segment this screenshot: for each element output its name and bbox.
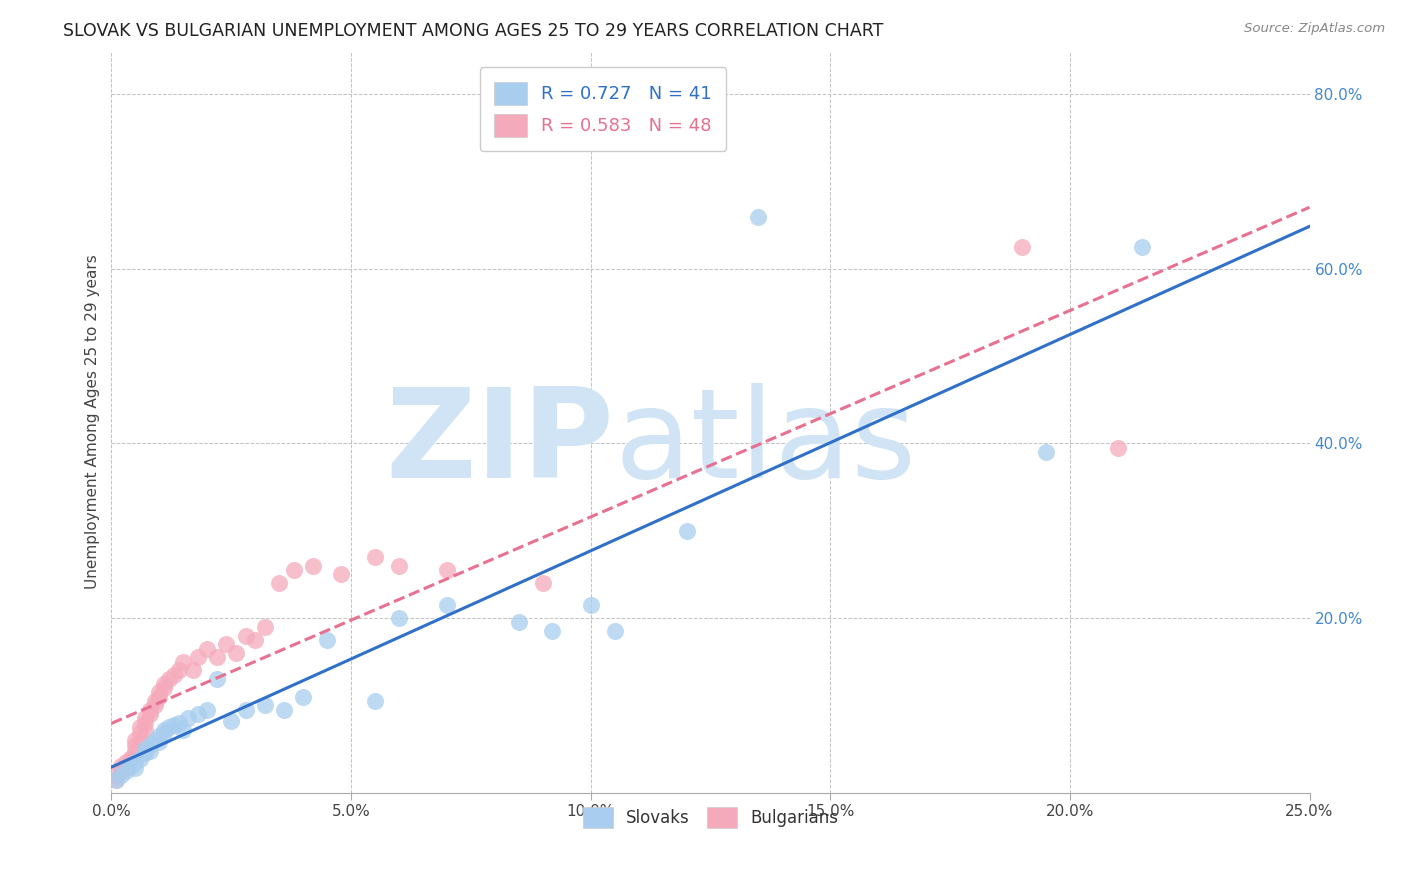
Point: [148, 685, 170, 699]
Point: [114, 761, 136, 775]
Point: [273, 703, 295, 717]
Point: [129, 735, 152, 749]
Point: [114, 755, 136, 769]
Point: [114, 764, 136, 778]
Point: [163, 668, 186, 682]
Point: [157, 720, 180, 734]
Point: [292, 690, 315, 704]
Point: [1130, 240, 1153, 254]
Point: [153, 726, 176, 740]
Point: [167, 664, 190, 678]
Text: ZIP: ZIP: [385, 384, 614, 505]
Point: [110, 768, 132, 782]
Legend: Slovaks, Bulgarians: Slovaks, Bulgarians: [575, 798, 846, 837]
Point: [124, 761, 146, 775]
Point: [120, 759, 142, 773]
Point: [124, 744, 146, 758]
Point: [139, 707, 162, 722]
Point: [436, 563, 458, 577]
Point: [269, 576, 291, 591]
Point: [105, 772, 128, 787]
Point: [134, 742, 156, 756]
Point: [364, 694, 387, 708]
Point: [139, 738, 162, 752]
Point: [120, 752, 142, 766]
Point: [124, 733, 146, 747]
Point: [283, 563, 305, 577]
Point: [508, 615, 530, 630]
Point: [747, 210, 769, 224]
Point: [253, 698, 276, 713]
Text: SLOVAK VS BULGARIAN UNEMPLOYMENT AMONG AGES 25 TO 29 YEARS CORRELATION CHART: SLOVAK VS BULGARIAN UNEMPLOYMENT AMONG A…: [63, 22, 883, 40]
Point: [195, 641, 218, 656]
Text: Source: ZipAtlas.com: Source: ZipAtlas.com: [1244, 22, 1385, 36]
Point: [143, 694, 166, 708]
Point: [603, 624, 626, 639]
Point: [139, 703, 162, 717]
Point: [675, 524, 697, 538]
Point: [134, 747, 156, 761]
Point: [181, 664, 204, 678]
Point: [253, 620, 276, 634]
Point: [215, 637, 238, 651]
Point: [541, 624, 564, 639]
Point: [301, 558, 323, 573]
Point: [143, 733, 166, 747]
Point: [205, 672, 228, 686]
Point: [134, 715, 156, 730]
Point: [143, 698, 166, 713]
Point: [157, 672, 180, 686]
Point: [153, 681, 176, 695]
Point: [163, 717, 186, 731]
Point: [388, 611, 411, 625]
Point: [124, 738, 146, 752]
Point: [172, 655, 194, 669]
Point: [129, 726, 152, 740]
Point: [235, 628, 257, 642]
Point: [153, 723, 176, 737]
Point: [148, 735, 170, 749]
Point: [177, 711, 200, 725]
Point: [105, 772, 128, 787]
Point: [1107, 441, 1129, 455]
Point: [225, 646, 247, 660]
Point: [148, 729, 170, 743]
Point: [134, 723, 156, 737]
Y-axis label: Unemployment Among Ages 25 to 29 years: Unemployment Among Ages 25 to 29 years: [86, 254, 100, 589]
Point: [235, 703, 257, 717]
Point: [219, 714, 242, 728]
Point: [120, 750, 142, 764]
Point: [139, 744, 162, 758]
Point: [129, 720, 152, 734]
Point: [153, 676, 176, 690]
Point: [436, 598, 458, 612]
Point: [1035, 445, 1057, 459]
Point: [134, 711, 156, 725]
Text: atlas: atlas: [614, 384, 917, 505]
Point: [148, 690, 170, 704]
Point: [243, 632, 266, 647]
Point: [330, 567, 353, 582]
Point: [124, 755, 146, 769]
Point: [531, 576, 554, 591]
Point: [129, 752, 152, 766]
Point: [195, 703, 218, 717]
Point: [110, 764, 132, 778]
Point: [388, 558, 411, 573]
Point: [187, 707, 209, 722]
Point: [167, 715, 190, 730]
Point: [110, 759, 132, 773]
Point: [172, 723, 194, 737]
Point: [316, 632, 339, 647]
Point: [364, 549, 387, 564]
Point: [187, 650, 209, 665]
Point: [205, 650, 228, 665]
Point: [579, 598, 602, 612]
Point: [1011, 240, 1033, 254]
Point: [105, 768, 128, 782]
